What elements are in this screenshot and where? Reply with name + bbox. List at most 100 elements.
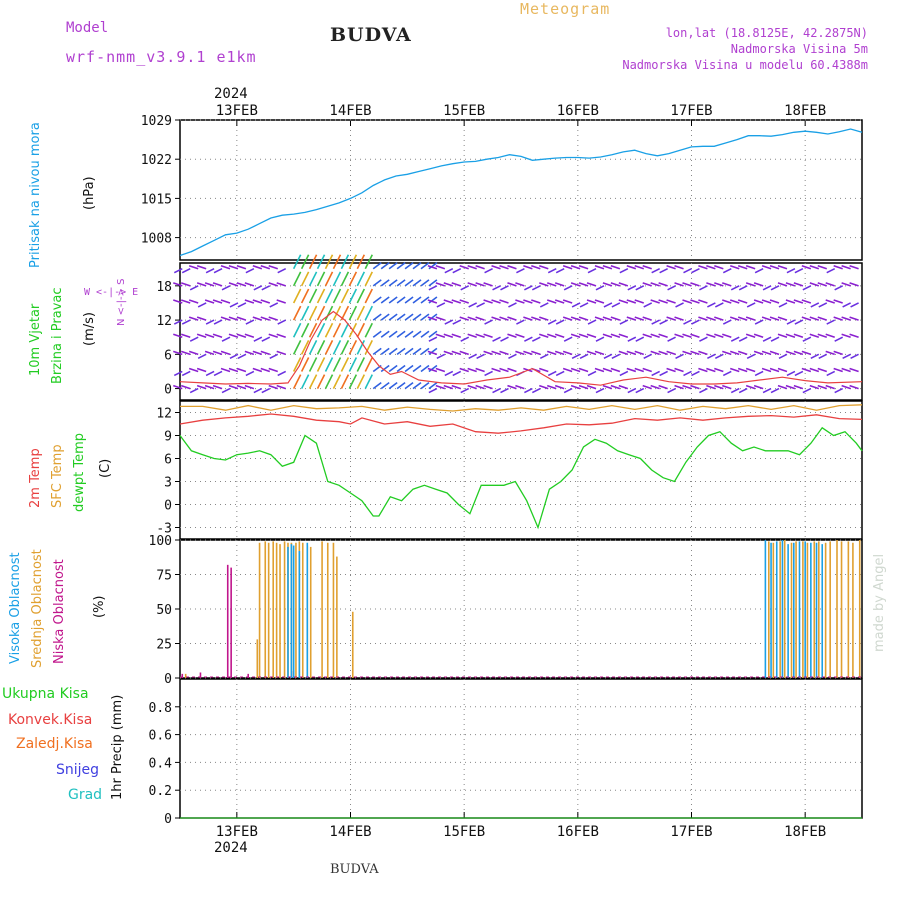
wind-arrow: [180, 384, 191, 390]
wind-arrow: [570, 384, 581, 390]
wind-arrow: [364, 288, 373, 304]
wind-arrow: [562, 367, 573, 373]
wind-arrow: [412, 364, 422, 373]
wind-arrow: [745, 367, 756, 373]
wind-arrow: [388, 279, 398, 287]
wind-arrow: [667, 285, 676, 291]
wind-arrow: [698, 350, 708, 356]
wind-arrow: [698, 264, 708, 270]
wind-arrow: [706, 316, 716, 321]
cloud-low-bar: [230, 567, 232, 678]
temperature-ytick-label: 3: [164, 476, 172, 491]
wind-arrow: [229, 302, 239, 308]
wind-arrow: [484, 319, 493, 325]
wind-frame: [179, 262, 863, 401]
wind-arrow: [404, 364, 414, 373]
wind-arrow: [674, 316, 684, 321]
wind-arrow: [554, 333, 565, 338]
wind-arrow: [316, 254, 326, 270]
wind-arrow: [753, 282, 764, 287]
wind-arrow: [348, 374, 358, 389]
wind-arrow: [524, 285, 533, 291]
wind-arrow: [491, 316, 501, 321]
wind-arrow: [539, 353, 549, 360]
wind-arrow: [484, 267, 493, 274]
wind-arrow: [491, 299, 501, 304]
top-tick-label: 14FEB: [329, 103, 371, 119]
wind-arrow: [380, 279, 390, 287]
wind-arrow: [372, 262, 382, 270]
wind-arrow: [173, 384, 183, 390]
wind-arrow: [507, 367, 517, 373]
wind-arrow: [332, 288, 342, 304]
wind-arrow: [483, 333, 493, 338]
wind-arrow: [204, 282, 215, 287]
cloud-mid-bar: [279, 544, 281, 678]
wind-arrow: [300, 305, 310, 321]
wind-arrow: [817, 264, 828, 270]
wind-arrow: [737, 350, 748, 356]
wind-arrow: [794, 319, 804, 325]
wind-arrow: [300, 357, 310, 372]
wind-arrow: [475, 333, 485, 338]
wind-arrow: [842, 353, 851, 360]
wind-arrow: [802, 336, 812, 342]
temperature-frame: [179, 400, 863, 540]
wind-arrow: [276, 350, 286, 356]
cloud-low-bar: [226, 564, 229, 678]
wind-arrow: [683, 370, 692, 377]
wind-arrow: [253, 336, 263, 342]
cloud-high-bar: [810, 542, 812, 678]
wind-arrow: [729, 299, 740, 304]
wind-arrow: [761, 367, 772, 373]
wind-arrow: [427, 350, 438, 356]
wind-arrow: [332, 271, 342, 287]
wind-arrow: [777, 316, 788, 321]
wind-arrow: [460, 336, 470, 342]
wind-arrow: [459, 299, 469, 304]
wind-arrow: [189, 387, 199, 394]
wind-arrow: [658, 299, 668, 304]
wind-arrow: [483, 299, 493, 304]
wind-arrow: [515, 282, 525, 287]
wind-arrow: [834, 285, 844, 291]
wind-arrow: [611, 353, 621, 360]
wind-arrow: [675, 353, 684, 360]
wind-arrow: [539, 302, 549, 308]
wind-arrow: [340, 271, 350, 287]
wind-arrow: [356, 357, 366, 372]
wind-arrow: [761, 264, 772, 270]
cloud-high-bar: [798, 541, 801, 678]
wind-arrow: [332, 339, 342, 355]
wind-arrow: [436, 302, 446, 308]
wind-arrow: [380, 347, 390, 355]
wind-arrow: [563, 387, 573, 394]
wind-arrow: [189, 285, 199, 291]
wind-arrow: [714, 282, 724, 287]
wind-arrow: [554, 299, 565, 304]
wind-arrow: [404, 330, 414, 338]
wind-arrow: [841, 367, 851, 373]
wind-ytick-label: 0: [164, 383, 172, 398]
wind-arrow: [690, 333, 700, 338]
wind-arrow: [706, 367, 716, 373]
wind-arrow: [579, 353, 589, 360]
wind-arrow: [364, 374, 373, 389]
cloud-high-bar: [764, 540, 767, 678]
wind-arrow: [802, 285, 812, 291]
wind-arrow: [427, 264, 438, 270]
wind-arrow: [244, 299, 255, 304]
wind-arrow: [292, 271, 302, 287]
wind-arrow: [492, 336, 501, 342]
cloud-mid-bar: [332, 542, 335, 678]
wind-arrow: [428, 336, 438, 342]
wind-arrow: [348, 305, 358, 321]
wind-arrow: [516, 267, 525, 274]
cloud-high-bar: [287, 546, 289, 678]
wind-arrow: [427, 367, 438, 373]
wind-arrow: [292, 322, 302, 338]
wind-arrow: [467, 367, 477, 373]
cloud-low-bar: [199, 672, 202, 678]
wind-arrow: [451, 282, 462, 287]
wind-arrow: [826, 267, 836, 274]
